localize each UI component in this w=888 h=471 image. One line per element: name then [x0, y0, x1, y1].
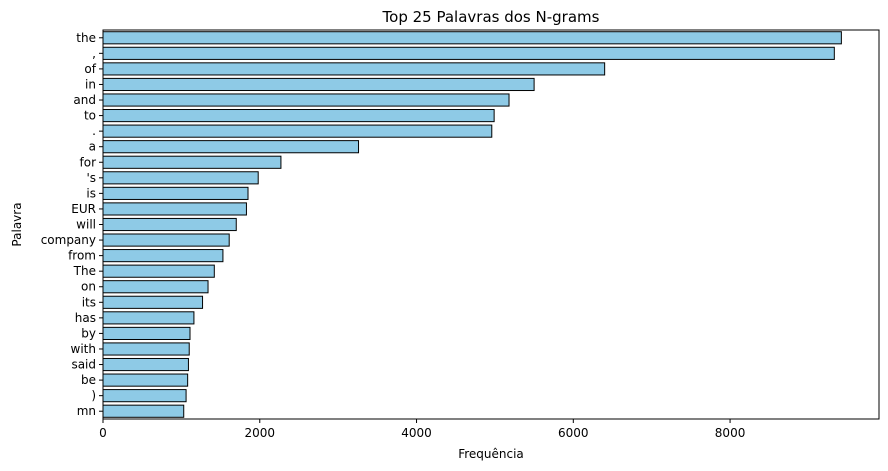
bar-16: [102, 264, 215, 278]
y-tick-label: and: [73, 93, 96, 107]
y-tick-label: ): [91, 389, 96, 403]
y-tick-label: company: [41, 233, 96, 247]
x-axis-label: Frequência: [458, 447, 524, 461]
bar-13: [102, 217, 237, 232]
bar-4: [102, 77, 535, 92]
bar-2: [102, 46, 835, 60]
x-tick-label: 4000: [401, 426, 432, 440]
x-tick-label: 8000: [715, 426, 746, 440]
bar-14: [102, 233, 230, 247]
y-tick-label: mn: [77, 404, 96, 418]
y-tick-label: for: [80, 155, 97, 169]
bar-23: [102, 373, 189, 387]
y-tick-label: with: [71, 342, 96, 356]
x-tick-label: 2000: [244, 426, 275, 440]
bar-24: [102, 389, 187, 403]
plot-frame: [102, 29, 880, 420]
bar-3: [102, 62, 606, 76]
y-tick-label: its: [82, 295, 96, 309]
bar-25: [102, 404, 185, 418]
bar-15: [102, 249, 224, 263]
bar-17: [102, 280, 209, 294]
bar-19: [102, 311, 195, 325]
bar-11: [102, 186, 249, 200]
bar-18: [102, 295, 204, 309]
y-tick-label: has: [75, 311, 96, 325]
bar-10: [102, 171, 259, 185]
y-tick-label: 's: [86, 171, 96, 185]
bar-9: [102, 155, 282, 169]
bar-8: [102, 140, 360, 154]
bar-12: [102, 202, 247, 216]
x-tick-label: 6000: [558, 426, 589, 440]
y-tick-label: will: [76, 218, 96, 232]
y-tick-label: to: [84, 109, 96, 123]
chart-title: Top 25 Palavras dos N-grams: [382, 8, 600, 26]
y-tick-label: be: [81, 373, 96, 387]
bar-21: [102, 342, 190, 356]
bar-7: [102, 124, 493, 138]
y-tick-label: EUR: [71, 202, 96, 216]
bar-20: [102, 326, 191, 340]
y-tick-label: said: [71, 358, 96, 372]
y-tick-label: in: [85, 77, 96, 91]
y-tick-label: by: [81, 326, 96, 340]
y-tick-label: .: [92, 124, 96, 138]
y-tick-label: on: [81, 280, 96, 294]
y-tick-label: from: [68, 249, 96, 263]
y-tick-label: of: [84, 62, 96, 76]
y-tick-label: The: [73, 264, 96, 278]
y-tick-label: ,: [92, 46, 96, 60]
x-axis-ticks: 0 2000 4000 6000 8000: [99, 419, 745, 440]
bar-22: [102, 357, 189, 372]
y-tick-label: a: [89, 140, 96, 154]
y-axis-label: Palavra: [10, 202, 24, 246]
bars-group: [102, 31, 842, 418]
bar-6: [102, 109, 495, 123]
x-tick-label: 0: [99, 426, 107, 440]
bar-5: [102, 93, 510, 107]
y-tick-label: is: [86, 186, 96, 200]
bar-1: [102, 31, 842, 45]
y-tick-label: the: [76, 31, 96, 45]
